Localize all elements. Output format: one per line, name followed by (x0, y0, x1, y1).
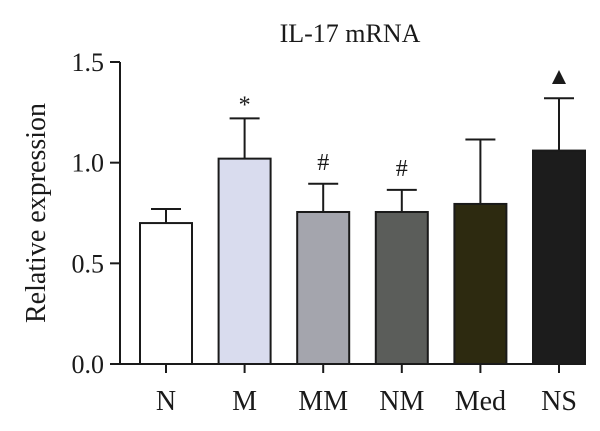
y-axis-label: Relative expression (21, 103, 52, 323)
x-tick-label: M (232, 386, 257, 417)
x-tick-label: MM (298, 386, 348, 417)
bar-ns (532, 149, 586, 365)
y-tick-label: 1.5 (72, 48, 105, 77)
bar-med (453, 202, 508, 365)
significance-marker: ▲ (547, 64, 571, 90)
x-tick-label: Med (455, 386, 506, 417)
error-bars (151, 97, 574, 224)
x-tick-label: NM (379, 386, 424, 417)
bar-n (139, 222, 193, 365)
significance-marker: # (317, 150, 329, 176)
chart-title: IL-17 mRNA (280, 19, 421, 48)
significance-marker: # (396, 156, 408, 182)
significance-marker: * (239, 92, 251, 118)
x-tick-label: NS (541, 386, 577, 417)
y-tick-label: 0.0 (72, 350, 105, 379)
bar-mm (296, 210, 351, 365)
y-tick-label: 1.0 (72, 149, 105, 178)
bar-nm (374, 210, 429, 365)
significance-markers: * # # ▲ (239, 64, 571, 182)
y-tick-label: 0.5 (72, 249, 105, 278)
y-ticks: 0.0 0.5 1.0 1.5 (72, 48, 120, 379)
x-tick-labels: N M MM NM Med NS (156, 364, 577, 417)
bars (139, 149, 586, 365)
bar-m (217, 157, 272, 365)
x-tick-label: N (156, 386, 176, 417)
